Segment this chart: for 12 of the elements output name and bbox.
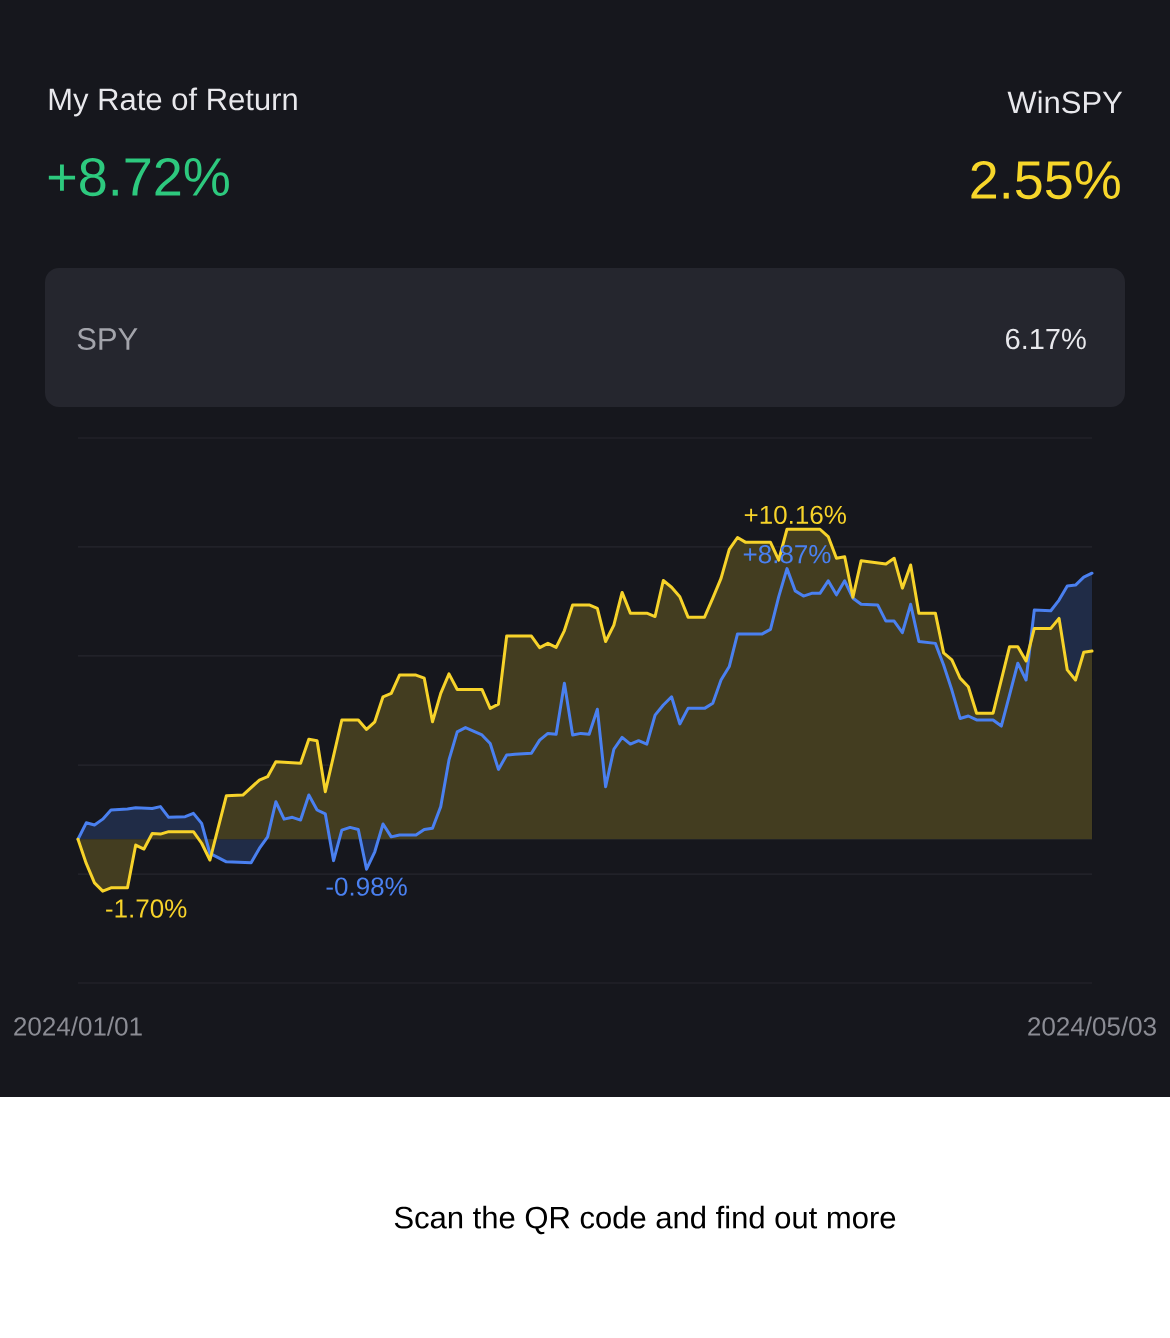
text: 2.55% <box>971 160 1120 200</box>
text: WinSPY <box>1007 90 1123 114</box>
x-tick-label: 2024/01/01 <box>14 1016 142 1036</box>
data-label: +10.16% <box>744 505 846 525</box>
text: My Rate of Return <box>49 87 297 117</box>
x-tick-label: 2024/05/03 <box>1028 1016 1156 1036</box>
text: SPY <box>77 328 138 350</box>
text: 6.17% <box>1006 328 1086 350</box>
text: Scan the QR code and find out more <box>394 1205 896 1235</box>
data-label: -1.70% <box>106 899 187 918</box>
text: +8.72% <box>48 157 229 197</box>
data-label: -0.98% <box>326 877 407 896</box>
